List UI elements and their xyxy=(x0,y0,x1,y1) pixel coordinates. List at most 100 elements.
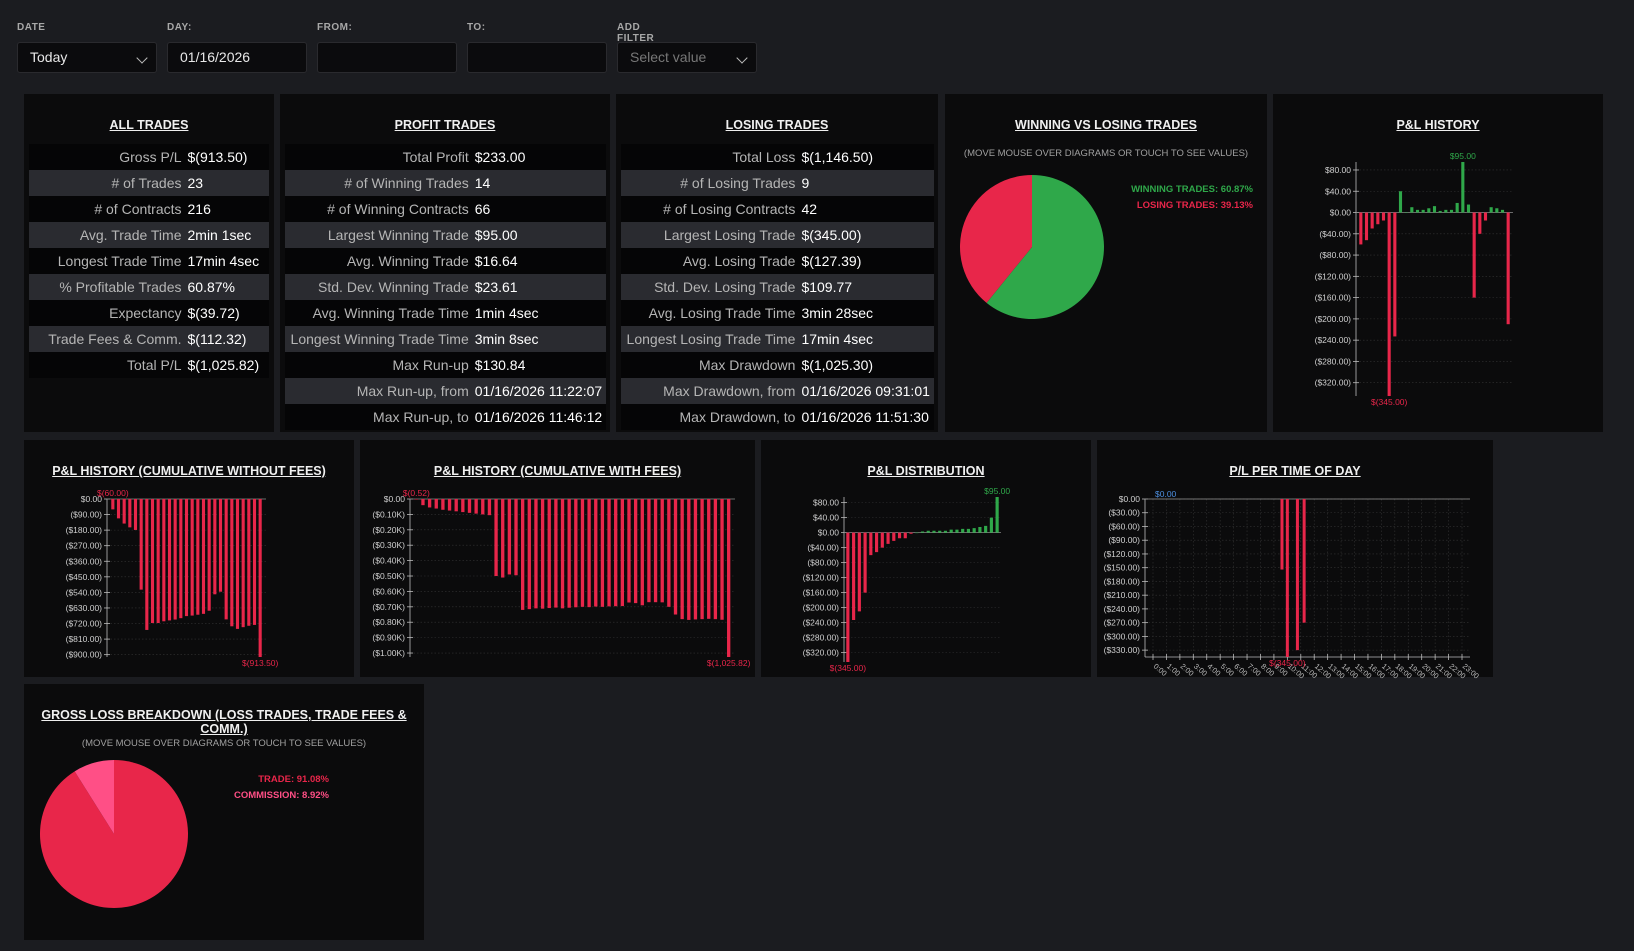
bar-negative[interactable] xyxy=(111,499,115,510)
bar-negative[interactable] xyxy=(235,499,240,629)
bar-negative[interactable] xyxy=(892,532,896,541)
bar-negative[interactable] xyxy=(874,532,879,553)
bar-negative[interactable] xyxy=(474,499,478,514)
bar-positive[interactable] xyxy=(1444,209,1448,213)
day-input[interactable]: 01/16/2026 xyxy=(167,42,307,73)
add-filter-select[interactable]: Select value xyxy=(617,42,757,73)
bar-negative[interactable] xyxy=(903,532,907,539)
bar-negative[interactable] xyxy=(258,499,262,657)
bar-positive[interactable] xyxy=(961,528,965,533)
bar-negative[interactable] xyxy=(846,532,850,662)
bar-negative[interactable] xyxy=(909,532,913,534)
bar-negative[interactable] xyxy=(1370,212,1374,229)
bar-negative[interactable] xyxy=(727,499,731,657)
bar-negative[interactable] xyxy=(494,499,498,577)
bar-negative[interactable] xyxy=(580,499,585,607)
bar-negative[interactable] xyxy=(218,499,223,592)
bar-negative[interactable] xyxy=(700,499,704,620)
bar-positive[interactable] xyxy=(1415,209,1420,213)
bar-negative[interactable] xyxy=(567,499,571,608)
bar-negative[interactable] xyxy=(534,499,538,609)
bar-negative[interactable] xyxy=(1393,212,1397,337)
bar-positive[interactable] xyxy=(984,525,988,533)
bar-negative[interactable] xyxy=(167,499,172,621)
bar-positive[interactable] xyxy=(1489,207,1493,213)
bar-negative[interactable] xyxy=(1280,499,1284,570)
bar-positive[interactable] xyxy=(943,530,948,533)
bar-negative[interactable] xyxy=(560,499,565,609)
bar-negative[interactable] xyxy=(190,499,194,616)
bar-negative[interactable] xyxy=(880,532,884,548)
bar-negative[interactable] xyxy=(207,499,211,611)
bar-negative[interactable] xyxy=(667,499,671,607)
gross-loss-pie-chart[interactable] xyxy=(24,760,224,940)
pl-history-chart[interactable]: $80.00 $40.00 $0.00 ($40.00) ($80.00) ($120.0… xyxy=(1273,134,1603,414)
pl-cum-no-fees-chart[interactable]: $0.00 ($90.00) ($180.00) ($270.00) ($360.00)… xyxy=(24,477,354,677)
bar-positive[interactable] xyxy=(1410,207,1414,213)
pie-slice-winning-trades[interactable] xyxy=(986,175,1104,319)
bar-negative[interactable] xyxy=(620,499,625,607)
bar-negative[interactable] xyxy=(427,499,432,508)
bar-negative[interactable] xyxy=(1381,212,1386,221)
bar-positive[interactable] xyxy=(932,530,936,533)
bar-negative[interactable] xyxy=(507,499,512,575)
win-loss-pie-chart[interactable] xyxy=(945,174,1267,424)
bar-negative[interactable] xyxy=(869,532,873,556)
bar-negative[interactable] xyxy=(434,499,438,509)
bar-positive[interactable] xyxy=(995,497,999,533)
bar-negative[interactable] xyxy=(673,499,678,615)
bar-negative[interactable] xyxy=(720,499,724,620)
bar-negative[interactable] xyxy=(454,499,458,512)
bar-negative[interactable] xyxy=(441,499,445,510)
bar-negative[interactable] xyxy=(713,499,718,620)
bar-negative[interactable] xyxy=(1302,499,1306,623)
bar-negative[interactable] xyxy=(461,499,465,513)
bar-negative[interactable] xyxy=(687,499,691,620)
bar-positive[interactable] xyxy=(1432,206,1437,213)
bar-negative[interactable] xyxy=(241,499,245,628)
bar-negative[interactable] xyxy=(660,499,664,603)
bar-negative[interactable] xyxy=(594,499,598,607)
bar-negative[interactable] xyxy=(607,499,611,607)
bar-positive[interactable] xyxy=(1500,209,1505,213)
bar-negative[interactable] xyxy=(1285,499,1289,657)
bar-negative[interactable] xyxy=(133,499,138,530)
pie-slice-losing-trades[interactable] xyxy=(960,175,1032,303)
bar-negative[interactable] xyxy=(467,499,472,513)
bar-positive[interactable] xyxy=(955,529,959,533)
pl-cum-fees-chart[interactable]: $0.00 ($0.10K) ($0.20K) ($0.30K) ($0.40K) ($0… xyxy=(360,477,755,677)
bar-negative[interactable] xyxy=(547,499,551,609)
bar-negative[interactable] xyxy=(487,499,492,516)
bar-negative[interactable] xyxy=(421,499,425,506)
bar-negative[interactable] xyxy=(653,499,658,603)
bar-negative[interactable] xyxy=(527,499,531,610)
from-input[interactable] xyxy=(317,42,457,73)
bar-negative[interactable] xyxy=(1472,212,1476,298)
bar-negative[interactable] xyxy=(128,499,132,528)
bar-negative[interactable] xyxy=(447,499,452,511)
bar-negative[interactable] xyxy=(481,499,485,515)
bar-positive[interactable] xyxy=(915,532,919,534)
bar-negative[interactable] xyxy=(414,499,418,500)
bar-positive[interactable] xyxy=(920,531,925,533)
pie-slice-trade[interactable] xyxy=(39,760,188,908)
pl-distribution-chart[interactable]: $80.00 $40.00 $0.00 ($40.00) ($80.00) ($120.0… xyxy=(761,477,1091,677)
bar-negative[interactable] xyxy=(156,499,160,624)
bar-negative[interactable] xyxy=(886,532,890,544)
bar-negative[interactable] xyxy=(116,499,121,519)
bar-negative[interactable] xyxy=(1359,212,1363,245)
bar-positive[interactable] xyxy=(1421,209,1425,213)
bar-negative[interactable] xyxy=(179,499,183,619)
bar-positive[interactable] xyxy=(1404,212,1408,214)
bar-negative[interactable] xyxy=(514,499,518,576)
bar-negative[interactable] xyxy=(247,499,251,626)
bar-positive[interactable] xyxy=(949,529,953,533)
bar-positive[interactable] xyxy=(1398,191,1403,213)
bar-positive[interactable] xyxy=(1449,209,1454,213)
bar-negative[interactable] xyxy=(184,499,189,617)
date-select[interactable]: Today xyxy=(17,42,157,73)
bar-negative[interactable] xyxy=(1376,212,1380,225)
bar-negative[interactable] xyxy=(1483,212,1488,221)
bar-negative[interactable] xyxy=(680,499,684,620)
bar-positive[interactable] xyxy=(926,530,930,533)
